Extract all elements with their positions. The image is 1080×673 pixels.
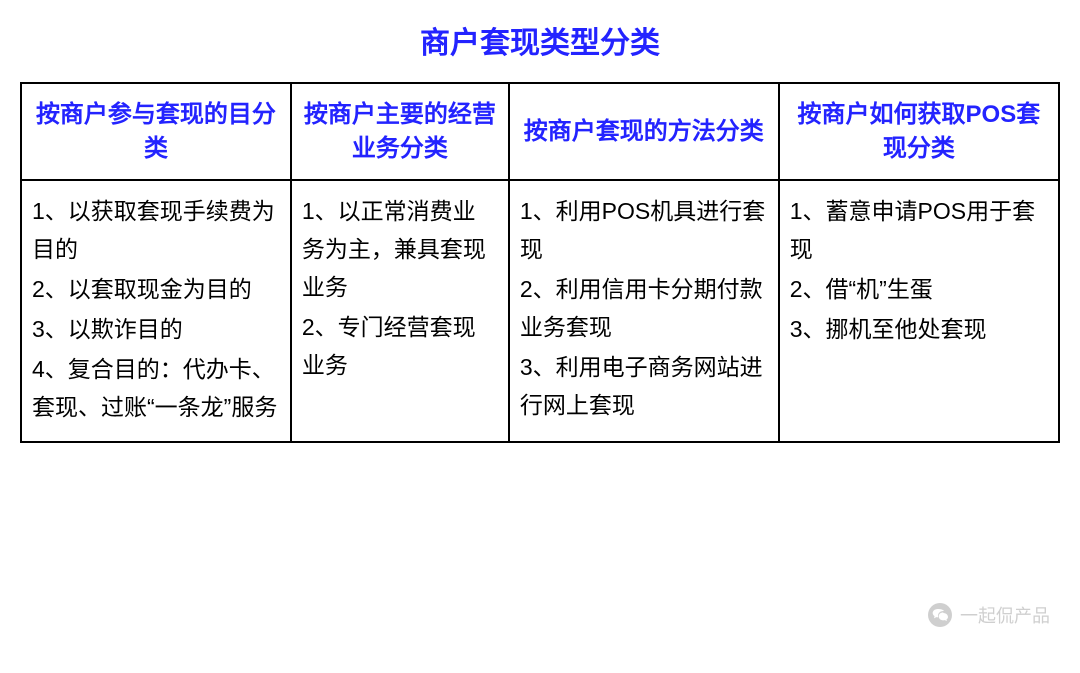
cell4-item3: 3、挪机至他处套现: [790, 311, 1048, 349]
watermark: 一起侃产品: [928, 602, 1050, 628]
cell2-item2: 2、专门经营套现业务: [302, 309, 498, 385]
cell1-item4: 4、复合目的：代办卡、套现、过账“一条龙”服务: [32, 351, 280, 427]
table-header-1: 按商户参与套现的目分类: [21, 83, 291, 180]
cell3-item1: 1、利用POS机具进行套现: [520, 193, 768, 269]
cell4-item1: 1、蓄意申请POS用于套现: [790, 193, 1048, 269]
cell1-item3: 3、以欺诈目的: [32, 311, 280, 349]
cell1-item1: 1、以获取套现手续费为目的: [32, 193, 280, 269]
table-header-3: 按商户套现的方法分类: [509, 83, 779, 180]
wechat-icon: [928, 603, 952, 627]
page-title: 商户套现类型分类: [20, 18, 1060, 62]
table-cell-2: 1、以正常消费业务为主，兼具套现业务 2、专门经营套现业务: [291, 180, 509, 442]
watermark-text: 一起侃产品: [960, 602, 1050, 628]
table-cell-3: 1、利用POS机具进行套现 2、利用信用卡分期付款业务套现 3、利用电子商务网站…: [509, 180, 779, 442]
table-body-row: 1、以获取套现手续费为目的 2、以套取现金为目的 3、以欺诈目的 4、复合目的：…: [21, 180, 1059, 442]
cell3-item2: 2、利用信用卡分期付款业务套现: [520, 271, 768, 347]
classification-table: 按商户参与套现的目分类 按商户主要的经营业务分类 按商户套现的方法分类 按商户如…: [20, 82, 1060, 443]
table-header-row: 按商户参与套现的目分类 按商户主要的经营业务分类 按商户套现的方法分类 按商户如…: [21, 83, 1059, 180]
table-cell-1: 1、以获取套现手续费为目的 2、以套取现金为目的 3、以欺诈目的 4、复合目的：…: [21, 180, 291, 442]
cell2-item1: 1、以正常消费业务为主，兼具套现业务: [302, 193, 498, 307]
table-cell-4: 1、蓄意申请POS用于套现 2、借“机”生蛋 3、挪机至他处套现: [779, 180, 1059, 442]
table-header-4: 按商户如何获取POS套现分类: [779, 83, 1059, 180]
cell4-item2: 2、借“机”生蛋: [790, 271, 1048, 309]
cell1-item2: 2、以套取现金为目的: [32, 271, 280, 309]
cell3-item3: 3、利用电子商务网站进行网上套现: [520, 349, 768, 425]
table-header-2: 按商户主要的经营业务分类: [291, 83, 509, 180]
